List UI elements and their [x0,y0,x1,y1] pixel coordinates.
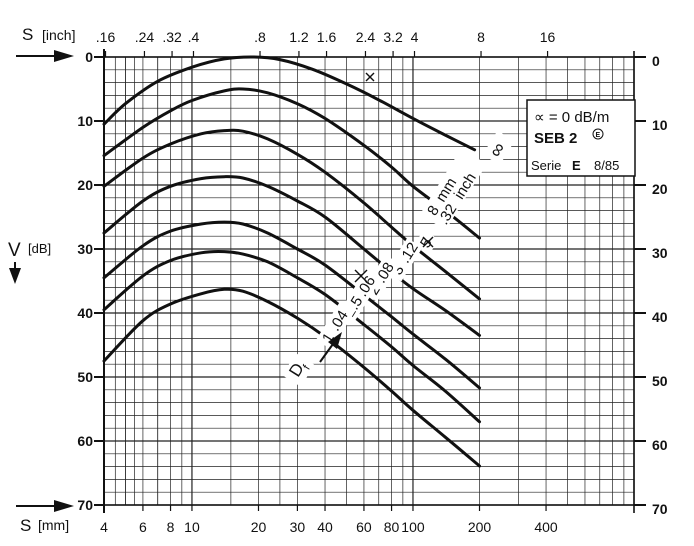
y-axis-unit: [dB] [28,241,51,256]
top-tick-label: 4 [411,29,419,45]
df-arrow [319,332,342,363]
bottom-axis-arrow [16,500,74,512]
bottom-axis-unit: [mm] [38,517,69,533]
cross-marker-1 [354,269,368,283]
curve-3-12 [102,175,481,337]
top-tick-label: 3.2 [383,29,403,45]
left-tick-label: 20 [77,177,93,193]
y-axis-arrow [9,262,21,284]
cross-marker-3 [422,236,434,248]
legend-attenuation: ∝ = 0 dB/m [534,109,609,126]
top-axis-unit: [inch] [42,27,75,43]
right-tick-label: 30 [652,245,668,261]
bottom-tick-label: 4 [100,519,108,535]
legend-series-prefix: Serie [531,158,561,173]
curve-1-04 [102,287,481,468]
grid [103,56,635,506]
bottom-tick-label: 200 [468,519,492,535]
label-df-sub: f [301,362,313,372]
right-tick-label: 10 [652,117,668,133]
bottom-tick-label: 80 [384,519,400,535]
y-axis-symbol: V [8,240,21,261]
left-tick-label: 70 [77,497,93,513]
bottom-ticks: 4 6 8 10 20 30 40 60 80 100 200 400 [100,505,558,535]
top-tick-label: 2.4 [356,29,376,45]
top-tick-label: .8 [254,29,266,45]
bottom-tick-label: 6 [139,519,147,535]
legend-probe-mark: E [596,132,601,139]
bottom-tick-label: 20 [251,519,267,535]
curve-8-mm-32-inch [102,87,481,240]
bottom-tick-label: 40 [317,519,333,535]
left-tick-label: 50 [77,369,93,385]
top-tick-label: 1.2 [289,29,309,45]
legend-box: ∝ = 0 dB/m SEB 2 E Serie E 8/85 [526,99,636,177]
top-axis-symbol: S [22,25,33,44]
bottom-tick-label: 30 [290,519,306,535]
right-tick-label: 70 [652,501,668,517]
left-ticks: 0 10 20 30 40 50 60 70 [77,49,104,513]
legend-probe: SEB 2 [534,130,577,147]
bottom-tick-label: 400 [534,519,558,535]
top-ticks: .16 .24 .32 .4 .8 1.2 1.6 2.4 3.2 4 8 16 [96,29,556,57]
curve-annotations: ∞ 8 mm .32 inch 5 3 .12 2 .08 1.5 .06 [282,72,515,387]
right-tick-label: 20 [652,181,668,197]
bottom-tick-label: 100 [401,519,425,535]
left-tick-label: 40 [77,305,93,321]
right-ticks: 0 10 20 30 40 50 60 70 [634,53,668,517]
top-tick-label: .32 [162,29,182,45]
curve-2-08 [102,220,481,390]
left-tick-label: 0 [85,49,93,65]
curve-- [102,55,477,152]
left-tick-label: 10 [77,113,93,129]
right-tick-label: 40 [652,309,668,325]
bottom-tick-label: 8 [167,519,175,535]
top-tick-label: 16 [540,29,556,45]
legend-series-letter: E [572,158,581,173]
right-tick-label: 60 [652,437,668,453]
right-tick-label: 50 [652,373,668,389]
top-tick-label: .24 [135,29,155,45]
bottom-axis-symbol: S [20,516,31,535]
curve-1-5-06 [102,249,481,424]
top-axis-arrow [16,50,74,62]
bottom-tick-label: 10 [184,519,200,535]
legend-probe-mark-ring [592,128,604,140]
legend-date: 8/85 [594,158,619,173]
top-tick-label: .4 [188,29,200,45]
top-tick-label: 8 [477,29,485,45]
cross-marker-2 [365,72,375,82]
top-tick-label: .16 [96,29,116,45]
right-tick-label: 0 [652,53,660,69]
left-tick-label: 60 [77,433,93,449]
bottom-tick-label: 60 [356,519,372,535]
left-tick-label: 30 [77,241,93,257]
top-tick-label: 1.6 [317,29,337,45]
